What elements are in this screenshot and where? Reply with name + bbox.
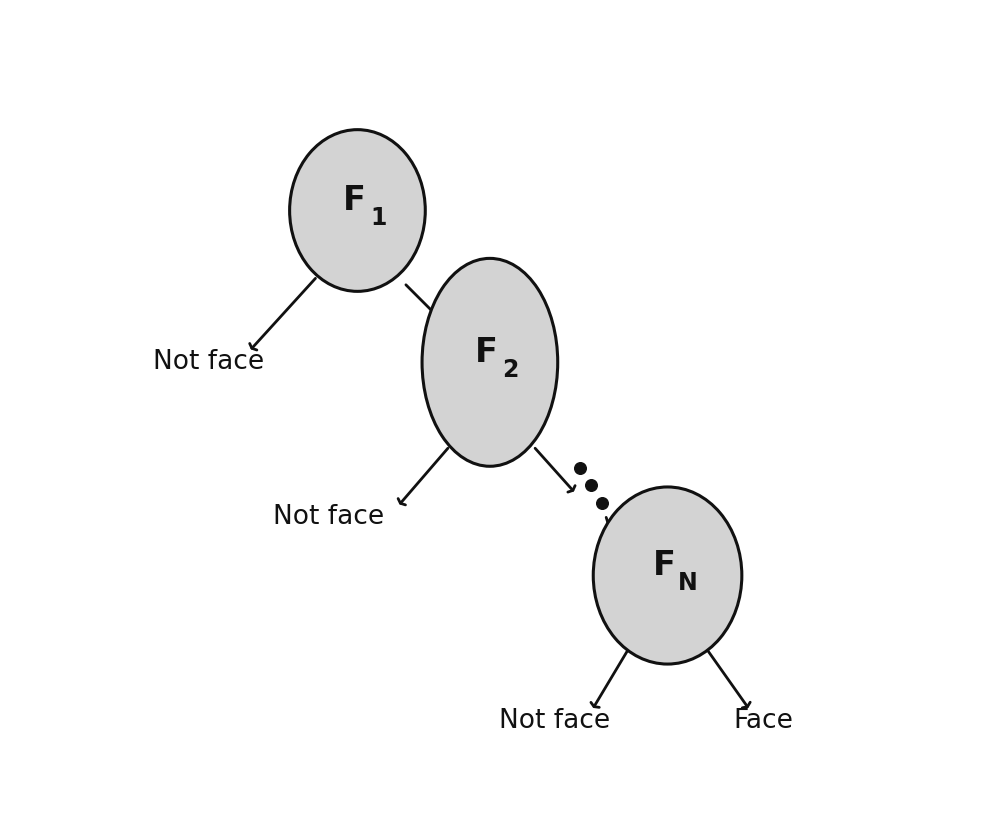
Text: F: F [475, 336, 498, 369]
Text: Face: Face [733, 708, 793, 734]
Text: 1: 1 [370, 206, 386, 230]
Text: N: N [678, 571, 698, 595]
Text: Not face: Not face [273, 504, 384, 530]
Text: F: F [653, 550, 676, 582]
Text: Not face: Not face [153, 349, 264, 375]
Ellipse shape [290, 130, 425, 291]
Text: 2: 2 [502, 358, 519, 382]
Ellipse shape [422, 258, 558, 466]
Point [572, 461, 588, 474]
Point [583, 478, 599, 492]
Text: F: F [343, 185, 366, 217]
Ellipse shape [593, 487, 742, 664]
Text: Not face: Not face [499, 708, 610, 734]
Point [594, 496, 610, 509]
